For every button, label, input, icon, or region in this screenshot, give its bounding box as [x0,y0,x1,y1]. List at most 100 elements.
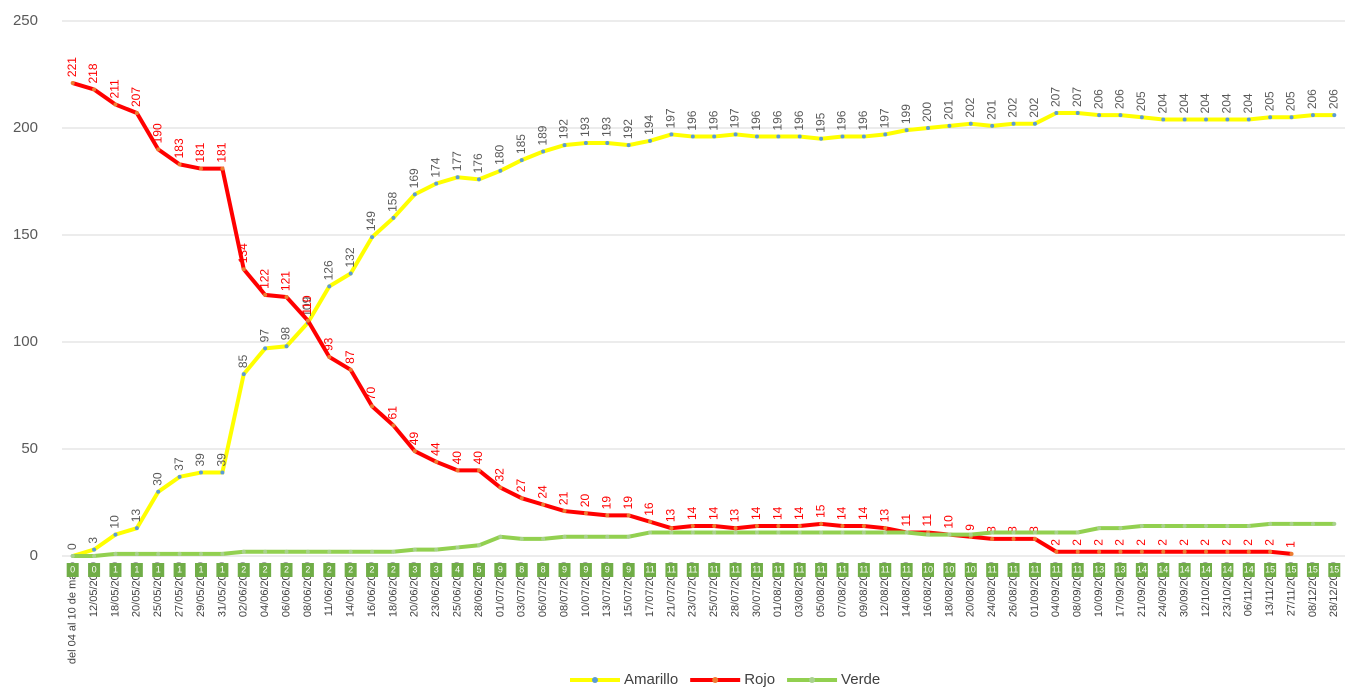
data-label: 196 [792,110,806,130]
data-label: 196 [749,110,763,130]
data-label: 211 [108,79,122,98]
point [285,550,289,554]
point [563,535,567,539]
data-label: 24 [535,485,549,499]
point [242,267,246,271]
data-label: 204 [1220,93,1234,113]
data-label: 206 [1113,89,1127,109]
data-label: 2 [1134,539,1148,546]
point [627,143,631,147]
data-label: 2 [284,564,289,574]
data-label: 44 [428,442,442,456]
data-label: 206 [1326,89,1340,109]
point [1012,530,1016,534]
point [840,530,844,534]
point [712,524,716,528]
point [905,530,909,534]
data-label: 202 [963,97,977,117]
point [648,520,652,524]
data-label: 19 [621,496,635,510]
point [199,167,203,171]
data-label: 202 [1006,97,1020,117]
data-label: 110 [300,295,314,314]
data-label: 14 [792,506,806,520]
data-label: 1 [220,564,225,574]
data-label: 10 [923,564,933,574]
data-label: 14 [685,506,699,520]
data-label: 97 [257,329,271,343]
series-line [73,83,1292,554]
point [734,132,738,136]
point [648,139,652,143]
data-label: 98 [279,327,293,341]
y-tick-label: 250 [13,12,38,29]
point [969,122,973,126]
point [327,550,331,554]
data-label: 10 [942,515,956,529]
point [926,126,930,130]
data-label: 11 [988,564,997,574]
point [1204,524,1208,528]
point [156,490,160,494]
data-label: 174 [428,157,442,177]
y-tick-label: 0 [30,547,38,564]
point [669,132,673,136]
data-label: 9 [498,564,503,574]
point [1247,117,1251,121]
point [734,530,738,534]
data-label: 1 [113,564,118,574]
data-label: 204 [1198,93,1212,113]
point [349,550,353,554]
point [1054,530,1058,534]
data-label: 13 [1115,564,1125,574]
point [199,552,203,556]
data-label: 2 [1262,539,1276,546]
data-label: 9 [626,564,631,574]
data-label: 221 [65,57,79,77]
data-label: 2 [1091,539,1105,546]
point [1118,550,1122,554]
point [1161,117,1165,121]
point [840,135,844,139]
data-label: 1 [177,564,182,574]
point [113,552,117,556]
point [712,530,716,534]
point [1097,550,1101,554]
data-label: 1 [134,564,139,574]
point [691,530,695,534]
data-label: 10 [966,564,976,574]
point [541,537,545,541]
point [349,272,353,276]
data-label: 20 [578,494,592,508]
point [242,550,246,554]
data-label: 193 [578,117,592,137]
x-tick-label: del 04 al 10 de mayo [67,562,79,664]
data-label: 11 [1009,564,1018,574]
data-label: 11 [859,564,868,574]
point [541,503,545,507]
point [1161,524,1165,528]
point [391,216,395,220]
data-label: 202 [1027,97,1041,117]
data-label: 14 [771,506,785,520]
data-label: 10 [944,564,954,574]
data-label: 204 [1177,93,1191,113]
data-label: 2 [327,564,332,574]
point [1076,111,1080,115]
data-label: 192 [621,119,635,139]
point [113,533,117,537]
data-label: 70 [364,387,378,401]
data-label: 199 [899,104,913,124]
point [947,124,951,128]
data-label: 11 [752,564,761,574]
data-label: 11 [881,564,890,574]
point [1225,550,1229,554]
data-label: 14 [1201,564,1211,574]
data-label: 8 [541,564,546,574]
data-label: 15 [1329,564,1339,574]
point [1268,550,1272,554]
point [1033,122,1037,126]
point [755,524,759,528]
point [477,468,481,472]
data-label: 180 [493,144,507,164]
